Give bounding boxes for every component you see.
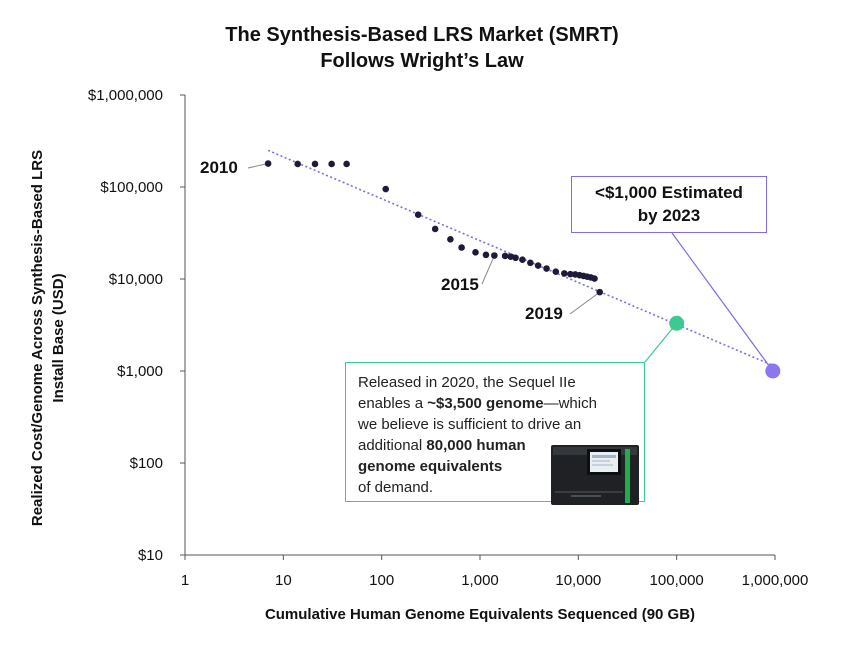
- x-tick-label: 100,000: [650, 572, 704, 589]
- chart-title: The Synthesis-Based LRS Market (SMRT) Fo…: [0, 22, 844, 74]
- y-tick-label: $1,000,000: [88, 87, 163, 104]
- data-point: [543, 265, 550, 272]
- y-tick-label: $100,000: [100, 179, 163, 196]
- data-point: [458, 244, 465, 251]
- data-points: [264, 160, 604, 296]
- note-line5: genome equivalents: [358, 456, 632, 477]
- leader-line-2015: [481, 255, 495, 285]
- leader-line-2019: [569, 291, 601, 315]
- x-tick-label: 1,000,000: [742, 572, 809, 589]
- data-point: [343, 160, 350, 168]
- note-line4: additional 80,000 human: [358, 435, 632, 456]
- estimate-line1: <$1,000 Estimated: [595, 183, 743, 202]
- data-point: [311, 160, 319, 168]
- chart-title-line1: The Synthesis-Based LRS Market (SMRT): [225, 24, 619, 46]
- data-point: [328, 160, 335, 168]
- y-tick-label: $10: [138, 547, 163, 564]
- y-tick-label: $10,000: [109, 271, 163, 288]
- x-axis-label: Cumulative Human Genome Equivalents Sequ…: [264, 606, 696, 623]
- note-line1: Released in 2020, the Sequel IIe: [358, 374, 576, 391]
- data-point: [552, 268, 560, 276]
- note-line6: of demand.: [358, 479, 434, 496]
- x-tick-label: 10,000: [555, 572, 601, 589]
- data-point: [567, 270, 574, 278]
- data-point: [414, 211, 422, 218]
- year-label-2015: 2015: [441, 275, 479, 294]
- data-point: [507, 253, 514, 260]
- data-point: [591, 275, 598, 282]
- leader-line-2010: [247, 163, 269, 169]
- note-line2-rest: —which: [543, 395, 597, 412]
- note-genome-equivalents: genome equivalents: [358, 458, 503, 475]
- x-tick-label: 1,000: [461, 572, 499, 589]
- estimate-line2: by 2023: [637, 206, 701, 225]
- x-tick-label: 100: [369, 572, 394, 589]
- x-tick-label: 10: [275, 572, 292, 589]
- data-point: [482, 251, 490, 259]
- year-label-2010: 2010: [200, 158, 238, 177]
- highlight-point-purple: [765, 363, 781, 379]
- data-point: [596, 288, 604, 296]
- data-point: [382, 185, 390, 193]
- note-line2: enables a ~$3,500 genome—which: [358, 393, 632, 414]
- sequel-iie-callout: Released in 2020, the Sequel IIe enables…: [345, 362, 645, 502]
- trend-line: [267, 149, 774, 367]
- data-point: [431, 225, 439, 233]
- data-point: [519, 256, 526, 264]
- y-tick-label: $1,000: [117, 363, 163, 380]
- data-point: [512, 254, 519, 262]
- data-point: [264, 160, 272, 167]
- note-line4-text: additional: [358, 437, 427, 454]
- year-label-2019: 2019: [525, 304, 563, 323]
- data-point: [501, 252, 509, 260]
- tick-labels: 1 10 100 1,000 10,000 100,000 1,000,000 $10 $100…: [88, 87, 808, 589]
- data-point: [561, 270, 568, 277]
- note-line2-text: enables a: [358, 395, 428, 412]
- data-point: [294, 160, 302, 168]
- axes: [180, 94, 776, 560]
- highlight-points: [669, 315, 781, 379]
- callout-line-green: [644, 322, 678, 363]
- chart-title-line2: Follows Wright’s Law: [320, 50, 524, 72]
- data-point: [491, 252, 498, 259]
- note-line3: we believe is sufficient to drive an: [358, 416, 582, 433]
- y-tick-label: $100: [130, 455, 163, 472]
- x-tick-label: 1: [181, 572, 189, 589]
- data-point: [527, 259, 534, 267]
- callout-line-purple: [671, 232, 774, 372]
- data-point: [472, 249, 479, 256]
- highlight-point-green: [669, 315, 685, 331]
- data-point: [447, 236, 454, 243]
- sequencer-image: [551, 445, 639, 505]
- data-point: [534, 262, 542, 269]
- note-demand-number: 80,000 human: [426, 437, 526, 454]
- estimate-callout: <$1,000 Estimated by 2023: [571, 176, 767, 233]
- note-genome-cost: ~$3,500 genome: [427, 395, 544, 412]
